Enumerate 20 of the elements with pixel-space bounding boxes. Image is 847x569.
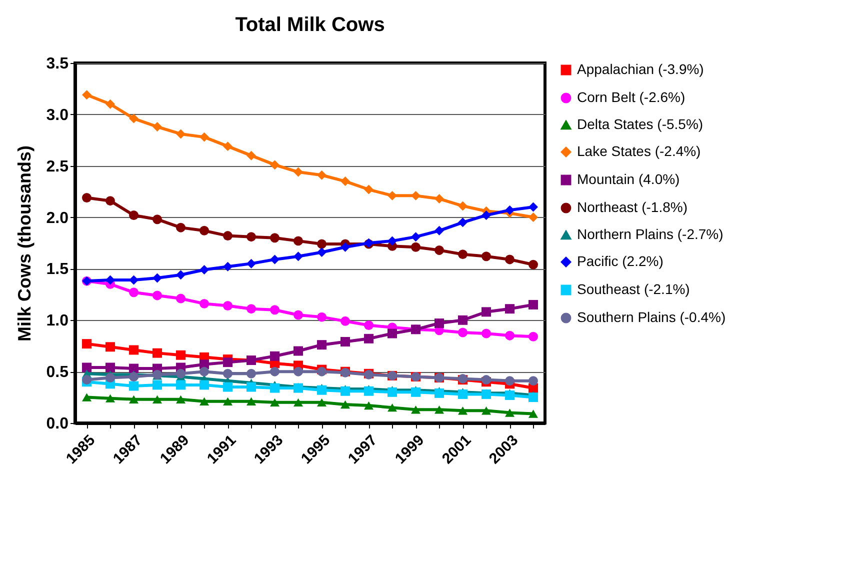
y-tick-label: 1.5 xyxy=(46,261,69,278)
y-tick-label: 1.0 xyxy=(46,312,69,330)
legend-label: Northern Plains (-2.7%) xyxy=(577,226,724,242)
y-tick-label: 0.5 xyxy=(46,364,69,382)
y-tick-label: 3.5 xyxy=(46,56,69,72)
legend-label: Mountain (4.0%) xyxy=(577,171,680,187)
y-tick-label: 2.5 xyxy=(46,158,69,176)
legend-label: Southern Plains (-0.4%) xyxy=(577,309,726,325)
legend-label: Delta States (-5.5%) xyxy=(577,116,704,132)
legend-label: Pacific (2.2%) xyxy=(577,253,664,269)
legend-label: Lake States (-2.4%) xyxy=(577,143,701,159)
chart-title: Total Milk Cows xyxy=(235,14,385,36)
y-tick-label: 2.0 xyxy=(46,210,69,227)
y-axis-title: Milk Cows (thousands) xyxy=(14,145,34,342)
y-tick-label: 3.0 xyxy=(46,106,69,124)
legend-label: Corn Belt (-2.6%) xyxy=(577,89,686,105)
legend-label: Northeast (-1.8%) xyxy=(577,199,688,215)
y-tick-label: 0.0 xyxy=(46,416,69,432)
legend-label: Appalachian (-3.9%) xyxy=(577,61,704,77)
legend-label: Southeast (-2.1%) xyxy=(577,281,690,297)
